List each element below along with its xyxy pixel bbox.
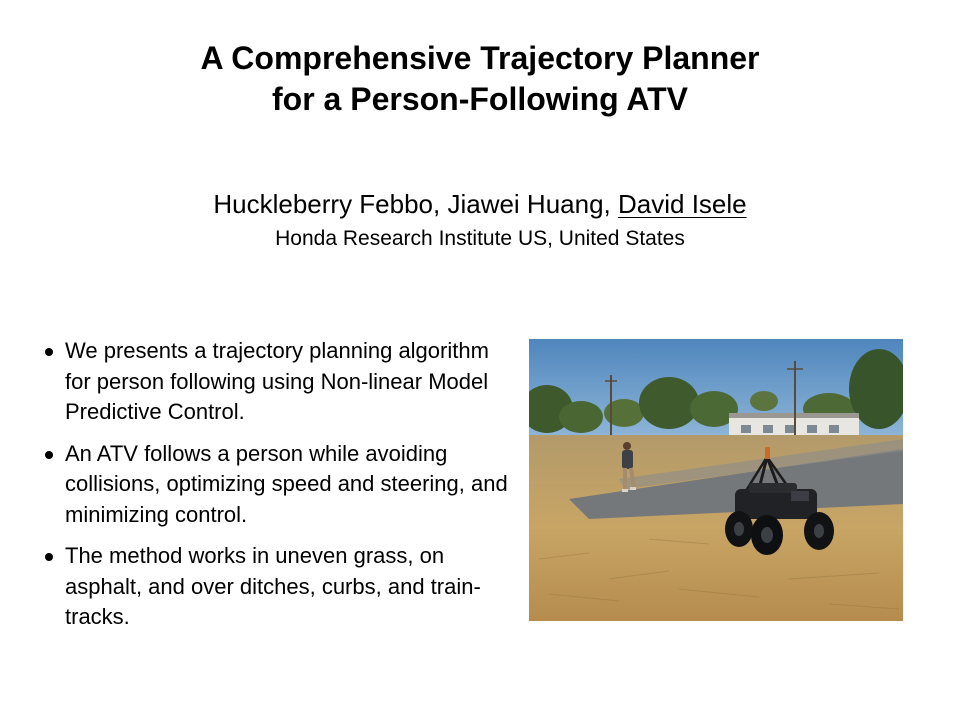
bullet-text: An ATV follows a person while avoiding c…: [65, 440, 508, 527]
authors-text: Huckleberry Febbo, Jiawei Huang,: [213, 189, 618, 219]
presenter-name: David Isele: [618, 189, 747, 219]
grass-texture: [538, 538, 900, 610]
bullet-dot-icon: [45, 348, 53, 356]
author-list: Huckleberry Febbo, Jiawei Huang, David I…: [0, 187, 960, 221]
atv-field-photo: [529, 339, 903, 621]
bullet-text: The method works in uneven grass, on asp…: [65, 543, 481, 629]
slide-title: A Comprehensive Trajectory Planner for a…: [0, 38, 960, 120]
atv-robot: [725, 447, 834, 555]
tree-line: [529, 349, 903, 433]
bullet-text: We presents a trajectory planning algori…: [65, 338, 489, 424]
walking-person: [622, 442, 636, 492]
bullet-dot-icon: [45, 450, 53, 459]
asphalt-road: [569, 449, 903, 519]
title-line-2: for a Person-Following ATV: [272, 81, 688, 117]
affiliation: Honda Research Institute US, United Stat…: [275, 227, 685, 250]
bullet-item: We presents a trajectory planning algori…: [40, 336, 510, 428]
bullet-item: The method works in uneven grass, on asp…: [40, 541, 510, 633]
bullet-dot-icon: [45, 553, 53, 561]
title-line-1: A Comprehensive Trajectory Planner: [200, 40, 760, 76]
bullet-item: An ATV follows a person while avoiding c…: [40, 439, 510, 531]
utility-poles: [605, 361, 803, 439]
bullet-list: We presents a trajectory planning algori…: [40, 336, 510, 644]
